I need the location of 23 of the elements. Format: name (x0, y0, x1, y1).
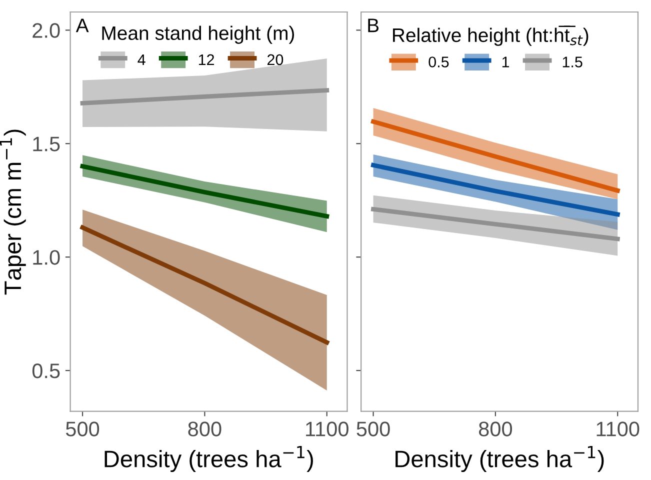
legend-label: 20 (267, 54, 284, 66)
y-axis-title: Taper (cm m$^{−1}$) (0, 130, 26, 295)
annotation: B (368, 18, 379, 32)
x-tick-label: 1100 (306, 422, 348, 436)
legend-label: 0.5 (428, 56, 449, 68)
legend-label: 1.5 (562, 56, 582, 68)
y-tick-label: 1.0 (33, 250, 60, 265)
y-tick-label: 0.5 (32, 364, 60, 378)
legend-label: 1 (502, 56, 510, 68)
y-tick-label: 2.0 (32, 23, 60, 38)
x-tick-label: 1100 (596, 422, 640, 436)
legend-label: 4 (138, 54, 146, 65)
x-axis-title: Density (trees ha$^{−1}$) (396, 446, 604, 472)
x-tick-label: 800 (188, 422, 222, 436)
legend-label: 12 (198, 54, 214, 65)
x-tick-label: 500 (356, 422, 390, 436)
legend-title: Relative height (ht:h̅t̅$_{st}$) (393, 26, 588, 46)
x-axis-title: Density (trees ha$^{−1}$) (104, 446, 313, 472)
legend-title: Mean stand height (m) (102, 26, 294, 44)
y-tick-label: 1.5 (33, 136, 60, 152)
x-tick-label: 500 (66, 422, 100, 436)
annotation: A (76, 18, 89, 32)
x-tick-label: 800 (478, 422, 512, 436)
